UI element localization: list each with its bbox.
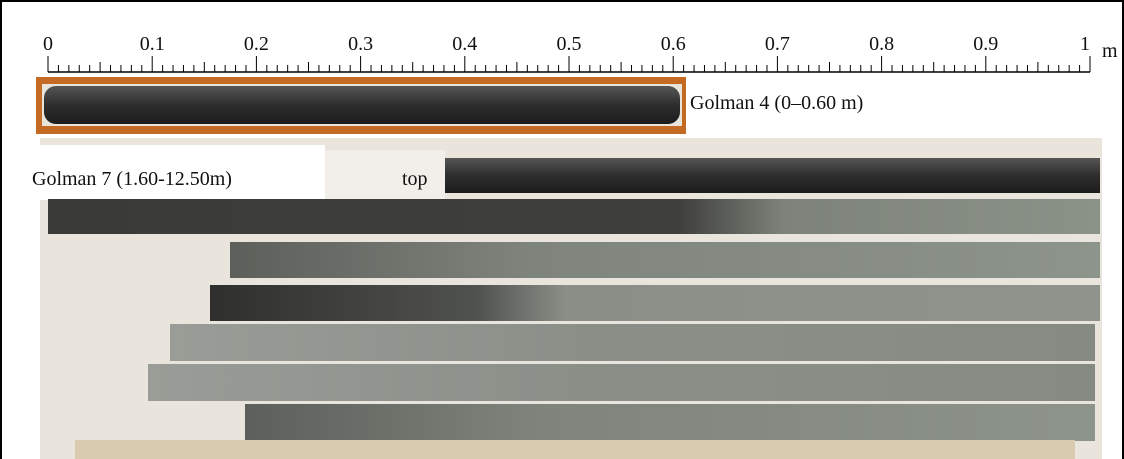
scale-label: 0.8 bbox=[869, 33, 894, 55]
scale-label: 0.3 bbox=[348, 33, 373, 55]
core bbox=[48, 199, 1100, 234]
scale-label: 0.2 bbox=[244, 33, 269, 55]
scale-label: 0.6 bbox=[661, 33, 686, 55]
scale-label: 0.9 bbox=[973, 33, 998, 55]
core bbox=[245, 404, 1095, 441]
label-box bbox=[20, 145, 325, 200]
scale-label: 0.5 bbox=[557, 33, 582, 55]
core bbox=[44, 86, 680, 124]
core bbox=[210, 285, 1100, 321]
scale-label: 0 bbox=[43, 33, 53, 55]
scale-label: 0.7 bbox=[765, 33, 790, 55]
scale-unit: m bbox=[1102, 40, 1118, 62]
core bbox=[148, 364, 1095, 401]
core bbox=[445, 158, 1100, 193]
core-label: Golman 4 (0–0.60 m) bbox=[690, 92, 863, 114]
core bbox=[230, 242, 1100, 278]
top-label: top bbox=[402, 168, 428, 190]
measuring-tape bbox=[75, 440, 1075, 459]
core bbox=[170, 324, 1095, 361]
core-label: Golman 7 (1.60-12.50m) bbox=[32, 168, 232, 190]
scale-label: 0.4 bbox=[452, 33, 477, 55]
scale-bar bbox=[47, 56, 1091, 73]
scale-label: 0.1 bbox=[140, 33, 165, 55]
scale-label: 1 bbox=[1080, 33, 1090, 55]
label-box bbox=[325, 150, 445, 200]
